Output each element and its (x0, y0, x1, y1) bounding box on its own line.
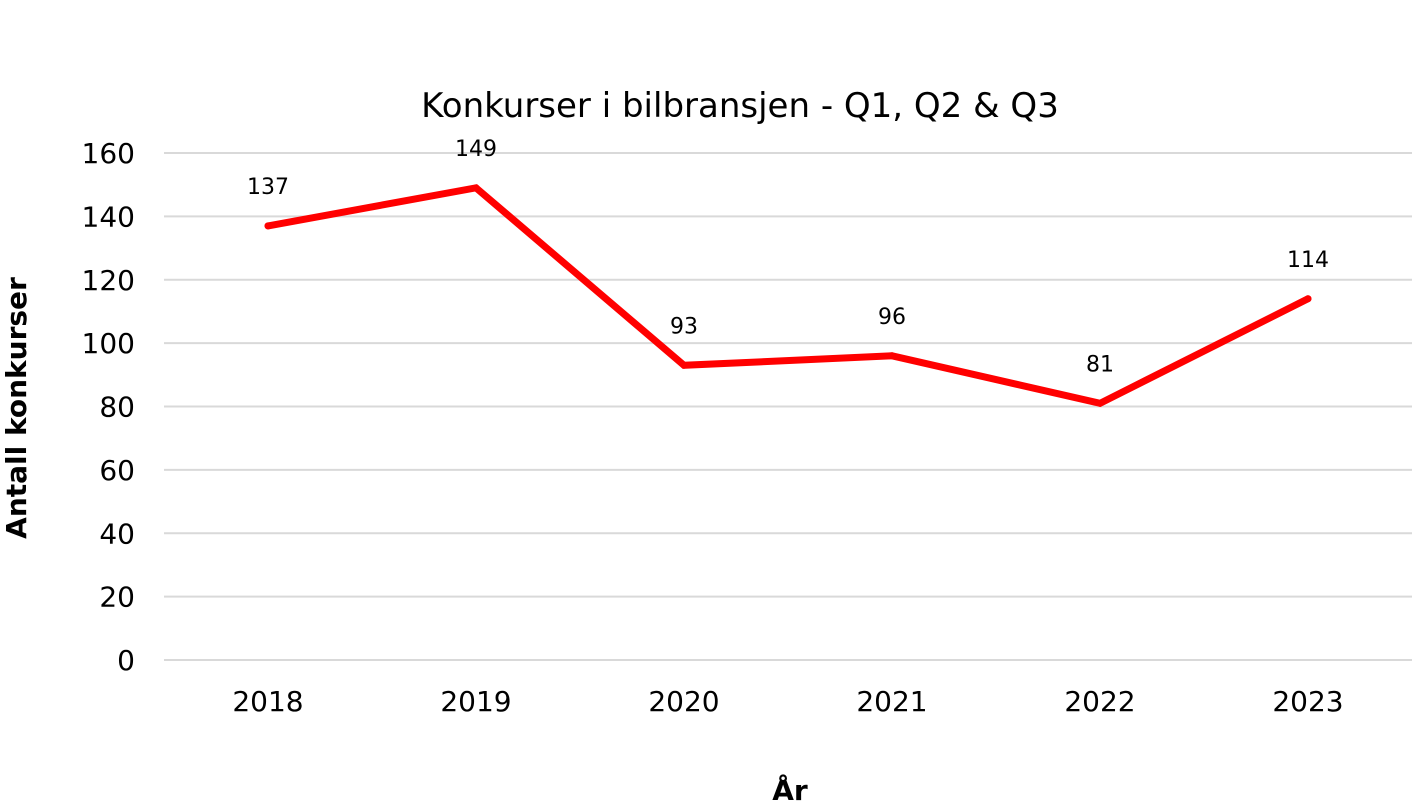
x-tick-label: 2018 (232, 685, 303, 718)
x-tick-label: 2021 (856, 685, 927, 718)
data-labels: 137 149 93 96 81 114 (247, 137, 1329, 377)
y-axis-ticks: 0 20 40 60 80 100 120 140 160 (82, 137, 135, 677)
data-point (888, 352, 896, 360)
y-tick-label: 160 (82, 137, 135, 170)
y-tick-label: 100 (82, 327, 135, 360)
y-tick-label: 20 (99, 581, 135, 614)
series-line (264, 184, 1312, 408)
data-label: 93 (670, 314, 698, 339)
series-layer (264, 184, 1312, 408)
x-axis-title: År (772, 773, 808, 807)
data-label: 114 (1287, 248, 1329, 273)
x-tick-label: 2022 (1064, 685, 1135, 718)
x-tick-label: 2020 (648, 685, 719, 718)
data-label: 96 (878, 305, 906, 330)
data-point (1304, 295, 1312, 303)
gridlines (164, 152, 1412, 661)
y-axis-title: Antall konkurser (0, 277, 33, 539)
y-tick-label: 40 (99, 517, 135, 550)
x-tick-label: 2023 (1272, 685, 1343, 718)
x-axis-ticks: 2018 2019 2020 2021 2022 2023 (232, 685, 1343, 718)
y-tick-label: 80 (99, 391, 135, 424)
y-tick-label: 120 (82, 264, 135, 297)
data-point (264, 222, 272, 230)
data-point (680, 361, 688, 369)
y-tick-label: 60 (99, 454, 135, 487)
y-tick-label: 0 (117, 644, 135, 677)
chart-title: Konkurser i bilbransjen - Q1, Q2 & Q3 (421, 86, 1059, 126)
data-label: 137 (247, 175, 289, 200)
x-tick-label: 2019 (440, 685, 511, 718)
data-point (1096, 399, 1104, 407)
y-tick-label: 140 (82, 200, 135, 233)
data-point (472, 184, 480, 192)
data-label: 149 (455, 137, 497, 162)
data-label: 81 (1086, 352, 1114, 377)
